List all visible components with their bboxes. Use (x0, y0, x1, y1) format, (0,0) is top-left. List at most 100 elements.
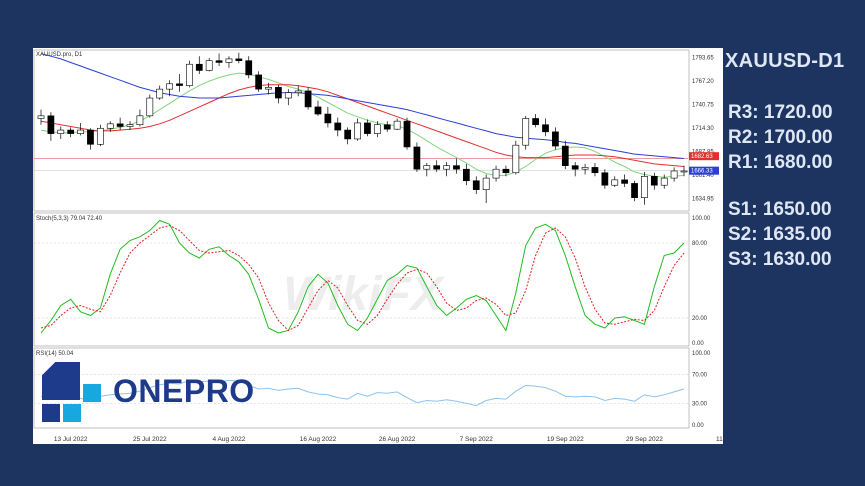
chart-title: XAUUSD.pro, D1 (36, 52, 83, 58)
stoch-tick-1: 80.00 (692, 241, 708, 247)
r3-row: R3: 1720.00 (728, 100, 833, 125)
ma-mid-line (40, 84, 685, 167)
candle (552, 131, 559, 147)
candle (344, 129, 352, 140)
chart-panel: WikiFX1793.651767.201740.751714.301687.8… (33, 48, 723, 444)
candle (106, 123, 114, 129)
ma-slow-line (40, 53, 685, 159)
candle (324, 113, 332, 124)
candle (176, 83, 183, 86)
rsi-panel-frame (33, 347, 690, 429)
candle (96, 127, 104, 145)
candle (284, 92, 292, 99)
x-tick-label-6: 19 Sep 2022 (547, 436, 584, 443)
s3-label: S3: (728, 249, 758, 270)
candle (373, 124, 381, 134)
candle (334, 122, 342, 131)
candle (37, 115, 45, 119)
candle (403, 120, 411, 148)
rsi-tick-2: 30.00 (692, 401, 708, 407)
stoch-k-line (40, 219, 685, 334)
candle (423, 165, 431, 170)
current-price-tag (689, 166, 719, 175)
candle (660, 177, 668, 186)
ma-fast-line (40, 72, 685, 178)
candle (532, 118, 539, 126)
x-tick-label-0: 13 Jul 2022 (54, 436, 88, 443)
candle (453, 165, 460, 170)
price-tick-1: 1767.20 (692, 79, 714, 85)
price-tick-0: 1793.65 (692, 55, 714, 61)
candle (116, 123, 124, 127)
candle (186, 63, 193, 86)
logo-text-one: ONE (113, 373, 184, 409)
candle (215, 60, 223, 63)
r3-value: 1720.00 (763, 102, 833, 123)
r2-row: R2: 1700.00 (728, 125, 833, 150)
candle (601, 172, 609, 186)
stoch-label: Stoch(5,3,3) 79.04 72.40 (36, 216, 103, 222)
candle (314, 106, 322, 115)
logo-mark-cyan-2 (63, 404, 81, 422)
x-tick-label-7: 29 Sep 2022 (626, 436, 663, 443)
r2-label: R2: (728, 127, 759, 148)
candle (245, 60, 253, 76)
candle (482, 177, 490, 190)
price-tick-6: 1634.95 (692, 197, 714, 203)
s3-row: S3: 1630.00 (728, 247, 832, 272)
price-tick-3: 1714.30 (692, 126, 714, 132)
rsi-label: RSI(14) 50.04 (36, 351, 74, 357)
candle (502, 168, 510, 174)
candle (650, 176, 658, 186)
candle (136, 115, 144, 126)
resistance-levels: R3: 1720.00 R2: 1700.00 R1: 1680.00 (728, 100, 833, 175)
s2-label: S2: (728, 224, 758, 245)
candle (443, 165, 450, 170)
s1-value: 1650.00 (762, 199, 832, 220)
candle (680, 170, 688, 173)
candle (156, 88, 164, 99)
s1-label: S1: (728, 199, 758, 220)
candle (641, 176, 648, 198)
candle (225, 58, 233, 63)
candle (47, 115, 55, 134)
candle (235, 58, 243, 61)
candle (294, 90, 302, 93)
candle (255, 74, 262, 90)
logo-mark-cyan-1 (83, 384, 101, 402)
candle (354, 122, 361, 140)
red-line-tag-text: 1682.63 (691, 154, 713, 160)
chart-svg: WikiFX1793.651767.201740.751714.301687.8… (33, 49, 723, 443)
candle (561, 145, 569, 166)
rsi-line (40, 379, 685, 407)
candle (275, 87, 282, 99)
watermark: WikiFX (283, 268, 446, 321)
candle (670, 170, 678, 179)
logo-text-pro: PRO (183, 373, 255, 409)
candle (571, 165, 579, 170)
rsi-tick-0: 100.00 (692, 351, 711, 357)
s1-row: S1: 1650.00 (728, 197, 832, 222)
candle (146, 97, 154, 117)
r1-row: R1: 1680.00 (728, 150, 833, 175)
support-levels: S1: 1650.00 S2: 1635.00 S3: 1630.00 (728, 197, 832, 272)
stoch-panel-frame (33, 212, 690, 347)
r1-value: 1680.00 (763, 152, 833, 173)
candle (205, 60, 213, 71)
candle (542, 124, 549, 133)
current-price-tag-text: 1666.33 (691, 169, 713, 175)
stoch-tick-2: 20.00 (692, 316, 708, 322)
candle (304, 90, 312, 108)
candle (472, 180, 480, 190)
x-tick-label-2: 4 Aug 2022 (213, 436, 246, 443)
rsi-tick-1: 70.00 (692, 373, 708, 379)
candle (591, 167, 599, 174)
s3-value: 1630.00 (762, 249, 832, 270)
candle (413, 146, 421, 170)
candle (87, 129, 94, 145)
logo-wordmark: ONEPRO (113, 373, 255, 410)
candle (77, 129, 84, 134)
x-tick-label-4: 26 Aug 2022 (379, 436, 416, 443)
candle (621, 179, 629, 184)
x-tick-label-5: 7 Sep 2022 (460, 436, 494, 443)
